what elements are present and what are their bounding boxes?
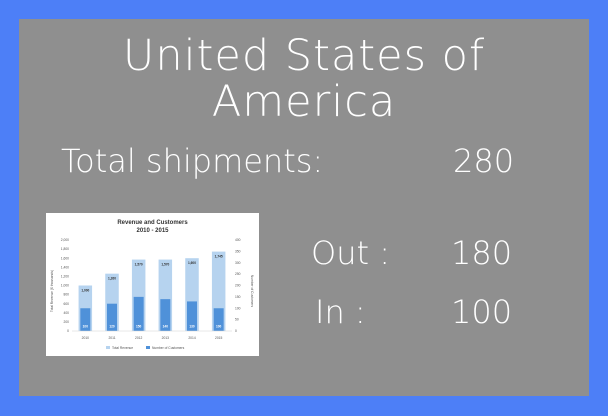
chart-title: Revenue and Customers <box>117 220 188 226</box>
revenue-chart: Revenue and Customers 2010 - 2015 Total … <box>46 213 259 356</box>
legend-swatch-revenue <box>106 346 110 349</box>
revenue-data-label: 1,745 <box>215 255 223 259</box>
legend-entry-revenue: Total Revenue <box>112 346 133 350</box>
customer-bar <box>107 303 117 331</box>
customer-bar <box>213 308 224 331</box>
y-tick-label: 1,200 <box>61 275 69 279</box>
x-tick-label: 2012 <box>135 336 143 340</box>
revenue-data-label: 1,570 <box>135 263 143 267</box>
y-tick-label: 200 <box>63 320 69 324</box>
customer-data-label: 130 <box>189 325 195 329</box>
revenue-data-label: 1,000 <box>81 289 89 293</box>
slide-panel: United States of America Total shipments… <box>19 19 589 396</box>
customer-data-label: 150 <box>136 325 142 329</box>
customer-bar <box>133 296 144 331</box>
y-tick-label: 1,000 <box>61 284 69 288</box>
customer-data-label: 140 <box>163 325 169 329</box>
y2-tick-label: 150 <box>235 295 241 299</box>
out-value: 180 <box>451 234 513 272</box>
y2-tick-label: 300 <box>235 261 241 265</box>
x-tick-label: 2015 <box>215 336 223 340</box>
legend-entry-customers: Number of Customers <box>152 346 185 350</box>
revenue-data-label: 1,260 <box>108 277 116 281</box>
out-label: Out : <box>311 234 390 272</box>
y-tick-label: 1,800 <box>61 247 69 251</box>
in-label: In : <box>315 293 366 331</box>
x-tick-label: 2011 <box>108 336 115 340</box>
y-tick-label: 2,000 <box>61 238 69 242</box>
title-line-1: United States of <box>122 31 486 81</box>
revenue-data-label: 1,600 <box>188 261 196 265</box>
y2-tick-label: 400 <box>235 238 241 242</box>
revenue-data-label: 1,570 <box>161 263 169 267</box>
y2-tick-label: 0 <box>235 329 237 333</box>
y-tick-label: 400 <box>63 311 69 315</box>
y2-tick-label: 100 <box>235 306 241 310</box>
customer-data-label: 120 <box>109 325 115 329</box>
y2-axis-label: Number of Customers <box>250 275 254 308</box>
title-line-2: America <box>211 77 397 127</box>
y-tick-label: 1,600 <box>61 256 69 260</box>
chart-subtitle: 2010 - 2015 <box>136 228 169 234</box>
total-shipments-label: Total shipments: <box>61 142 324 180</box>
customer-bar <box>160 299 171 331</box>
x-tick-label: 2014 <box>188 336 196 340</box>
revenue-chart-svg: Revenue and Customers 2010 - 2015 Total … <box>50 220 254 350</box>
x-tick-label: 2013 <box>162 336 170 340</box>
customer-bar <box>80 308 91 331</box>
y-tick-label: 800 <box>63 293 69 297</box>
y2-tick-label: 200 <box>235 284 241 288</box>
legend-swatch-customers <box>146 346 150 349</box>
total-shipments-value: 280 <box>453 142 515 180</box>
slide-title: United States of America <box>19 33 589 125</box>
customer-bar <box>187 301 197 331</box>
y2-tick-label: 250 <box>235 272 241 276</box>
y-tick-label: 1,400 <box>61 265 69 269</box>
x-tick-label: 2010 <box>82 336 90 340</box>
y2-tick-label: 350 <box>235 249 241 253</box>
y-tick-label: 0 <box>67 329 69 333</box>
y-axis-label: Total Revenue ($ thousands) <box>50 270 54 312</box>
y2-tick-label: 50 <box>235 318 239 322</box>
customer-data-label: 100 <box>83 325 89 329</box>
in-value: 100 <box>451 293 513 331</box>
y-tick-label: 600 <box>63 302 69 306</box>
customer-data-label: 100 <box>216 325 222 329</box>
